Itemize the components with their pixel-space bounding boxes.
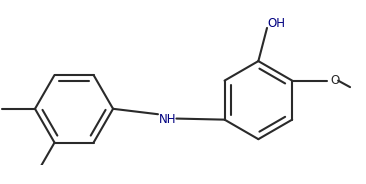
- Text: OH: OH: [268, 17, 286, 30]
- Text: O: O: [330, 74, 340, 87]
- Text: NH: NH: [159, 113, 176, 126]
